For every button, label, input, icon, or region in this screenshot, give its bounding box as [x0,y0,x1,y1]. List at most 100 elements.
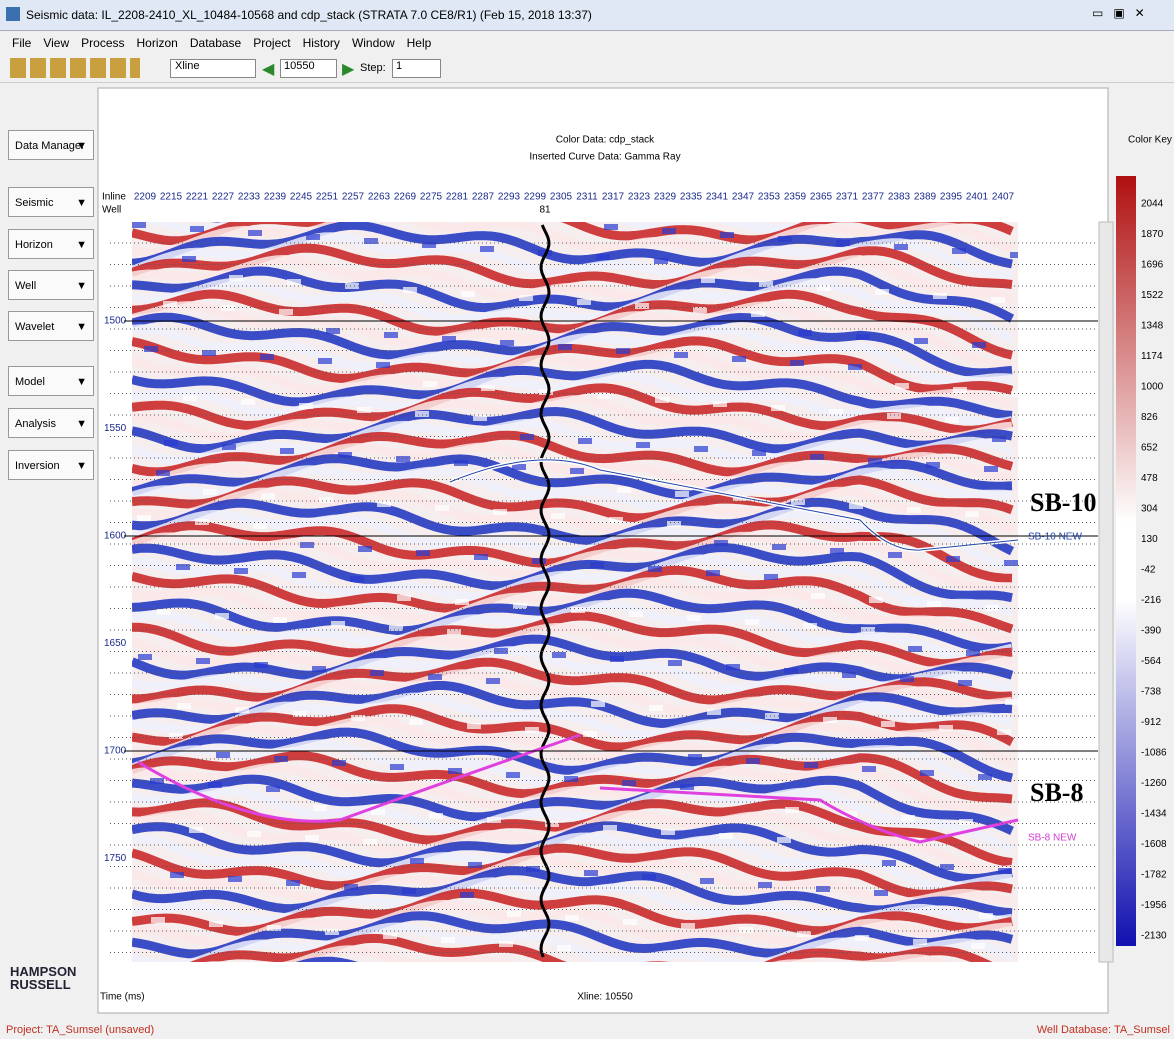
side-button[interactable]: Inversion ▼ [8,450,94,480]
seismic-speckle [771,405,785,411]
menu-item[interactable]: Help [406,36,432,50]
side-button[interactable]: Seismic ▼ [8,187,94,217]
seismic-band [132,866,1013,918]
seismic-band [189,933,993,962]
menu-item[interactable]: Process [81,36,125,50]
seismic-speckle [603,825,617,831]
tool-icons[interactable] [10,58,140,78]
color-key-label: -564 [1141,656,1161,667]
seismic-speckle [617,487,631,493]
side-button[interactable]: Horizon ▼ [8,229,94,259]
seismic-speckle [888,552,902,558]
seismic-speckle [978,774,992,780]
seismic-speckle [654,258,668,264]
status-right: Well Database: TA_Sumsel [1036,1024,1170,1036]
menu-item[interactable]: History [302,36,340,50]
inline-tick-label: 2305 [550,192,573,203]
seismic-speckle [765,713,779,719]
seismic-speckle [526,866,540,872]
seismic-speckle [487,817,501,823]
seismic-speckle [971,943,985,949]
side-button[interactable]: Well ▼ [8,270,94,300]
seismic-band [132,324,1013,386]
seismic-speckle [209,921,223,927]
seismic-speckle [584,870,598,876]
seismic-speckle [216,752,230,758]
seismic-speckle [428,674,442,680]
seismic-band [132,715,1014,767]
inline-tick-label: 2281 [446,192,469,203]
time-axis-label: Time (ms) [100,992,145,1003]
seismic-speckle [927,601,941,607]
mode-select[interactable]: Xline [170,59,256,78]
seismic-speckle [196,658,210,664]
seismic-speckle [887,413,901,419]
seismic-speckle [772,544,786,550]
seismic-speckle [609,517,623,523]
seismic-speckle [203,489,217,495]
menu-item[interactable]: File [12,36,32,50]
window-controls[interactable]: ▭▣✕ [1092,6,1155,20]
seismic-speckle [914,338,928,344]
seismic-speckle [468,862,482,868]
xline-label: Xline: 10550 [577,992,633,1003]
inline-tick-label: 2389 [914,192,937,203]
seismic-speckle [409,719,423,725]
seismic-speckle [790,360,804,366]
seismic-speckle [662,228,676,234]
seismic-speckle [300,542,314,548]
seismic-band [132,406,1013,454]
well-label: Well [102,205,121,216]
next-button[interactable]: ▶ [342,61,355,78]
seismic-speckle [895,383,909,389]
seismic-speckle [332,760,346,766]
menu-item[interactable]: Horizon [136,36,178,50]
inline-tick-label: 2317 [602,192,625,203]
seismic-speckle [1017,823,1018,829]
seismic-speckle [293,711,307,717]
seismic-speckle [473,415,487,421]
seismic-band [132,542,1013,603]
seismic-speckle [719,833,733,839]
seismic-speckle [868,458,882,464]
seismic-band [132,911,1014,959]
inline-tick-label: 2335 [680,192,703,203]
side-button[interactable]: Model ▼ [8,366,94,396]
seismic-speckle [557,945,571,951]
seismic-speckle [688,754,702,760]
seismic-band [132,222,1014,257]
menu-item[interactable]: Project [253,36,291,50]
seismic-speckle [622,780,636,786]
side-button[interactable]: Wavelet ▼ [8,311,94,341]
menu-item[interactable]: View [43,36,70,50]
xline-input[interactable]: 10550 [280,59,337,78]
prev-button[interactable]: ◀ [262,61,275,78]
horizon-sb10 [449,459,1019,551]
seismic-band [132,727,1013,783]
seismic-speckle [164,440,178,446]
seismic-speckle [591,701,605,707]
menu-item[interactable]: Window [351,36,395,50]
menu-item[interactable]: Database [189,36,242,50]
inline-tick-label: 2311 [576,192,598,203]
title-bar: Seismic data: IL_2208-2410_XL_10484-1056… [0,0,1174,31]
seismic-band [132,254,1014,304]
seismic-speckle [402,888,416,894]
seismic-speckle [623,919,637,925]
seismic-speckle [674,352,688,358]
inline-tick-label: 2221 [186,192,209,203]
inline-tick-label: 2251 [316,192,339,203]
seismic-speckle [687,615,701,621]
seismic-speckle [959,819,973,825]
seismic-speckle [675,491,689,497]
color-key-label: -1260 [1141,778,1167,789]
seismic-speckle [208,782,222,788]
seismic-speckle [1010,252,1018,258]
seismic-speckle [460,892,474,898]
step-input[interactable]: 1 [392,59,441,78]
seismic-speckle [642,874,656,880]
side-button[interactable]: Analysis ▼ [8,408,94,438]
seismic-speckle [138,654,152,660]
side-button[interactable]: Data Manager ▼ [8,130,94,160]
seismic-speckle [247,831,261,837]
